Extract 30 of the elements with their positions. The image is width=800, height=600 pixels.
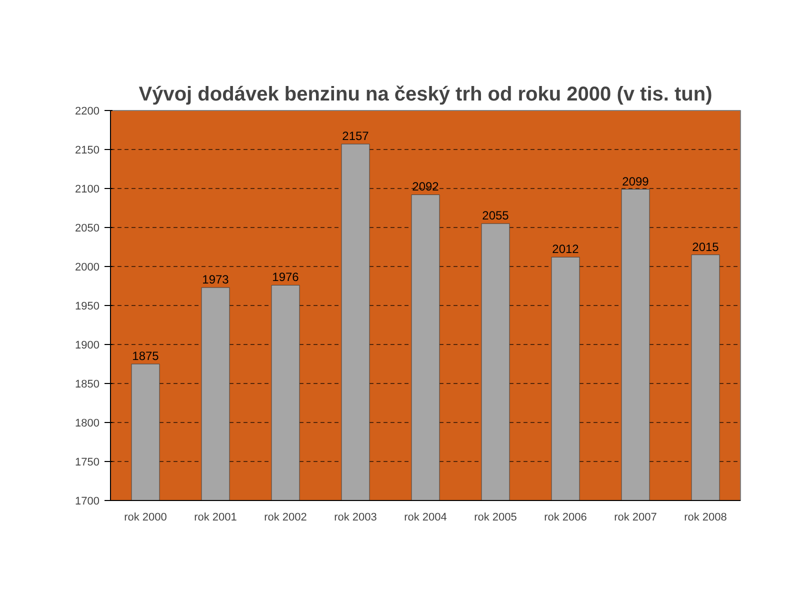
x-tick-label: rok 2007 (614, 512, 657, 524)
y-tick-label: 2100 (75, 184, 100, 196)
y-tick-label: 1800 (75, 418, 100, 430)
x-tick-label: rok 2001 (194, 512, 237, 524)
y-tick-label: 2200 (75, 106, 100, 118)
x-tick-label: rok 2003 (334, 512, 377, 524)
data-label: 2055 (482, 208, 510, 223)
y-tick-label: 2150 (75, 144, 100, 156)
y-tick-label: 1900 (75, 340, 100, 352)
x-tick-label: rok 2002 (264, 512, 307, 524)
data-label: 2012 (552, 242, 580, 256)
chart-title: Vývoj dodávek benzinu na český trh od roku 2000 (v tis. tun) (138, 84, 712, 106)
x-tick-label: rok 2006 (544, 512, 587, 524)
x-tick-label: rok 2004 (404, 512, 447, 524)
data-label: 2099 (622, 174, 650, 188)
data-label: 1976 (272, 270, 300, 284)
x-tick-label: rok 2008 (684, 512, 727, 524)
data-label: 2157 (342, 129, 370, 144)
x-tick-label: rok 2000 (124, 512, 167, 524)
y-tick-label: 1850 (75, 378, 100, 390)
data-label: 1875 (132, 349, 160, 363)
y-tick-label: 1750 (75, 456, 100, 468)
y-tick-label: 2000 (75, 262, 100, 274)
data-label: 2092 (412, 180, 440, 194)
y-tick-label: 1950 (75, 300, 100, 312)
y-tick-label: 2050 (75, 222, 100, 234)
x-tick-label: rok 2005 (474, 512, 517, 524)
y-tick-label: 1700 (75, 496, 100, 508)
data-label: 2015 (692, 240, 720, 254)
data-label: 1973 (202, 272, 230, 287)
